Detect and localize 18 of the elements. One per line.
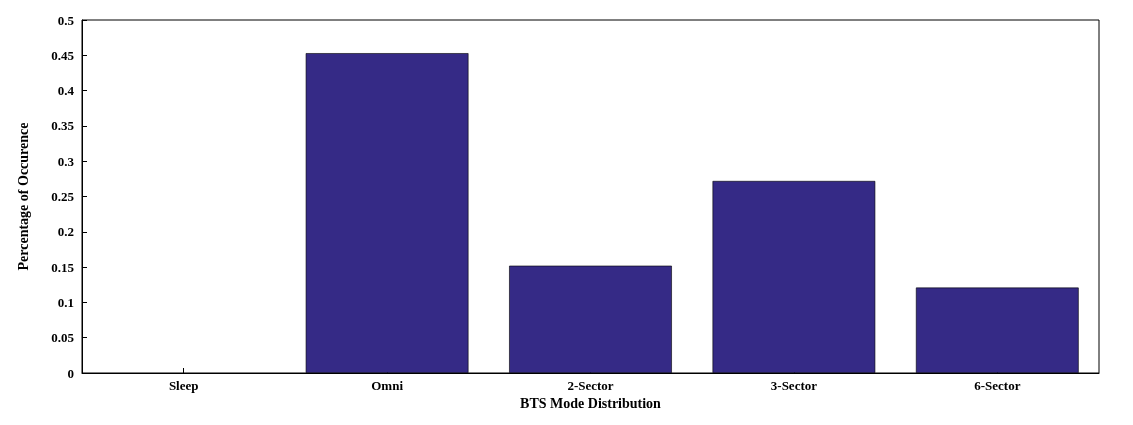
- y-tick-label: 0.05: [51, 330, 75, 346]
- x-tick-label: Omni: [371, 378, 404, 393]
- y-tick-label: 0.1: [57, 294, 74, 310]
- y-tick-label: 0.35: [51, 118, 75, 134]
- y-tick-label: 0.3: [57, 153, 75, 169]
- y-tick-label: 0.2: [57, 224, 74, 240]
- y-tick-label: 0: [67, 365, 74, 381]
- y-tick-label: 0.4: [57, 83, 75, 99]
- y-tick-label: 0.5: [57, 12, 75, 28]
- y-tick-label: 0.15: [51, 259, 75, 275]
- y-tick-label: 0.25: [51, 189, 75, 204]
- x-tick-label: Sleep: [168, 378, 199, 393]
- x-axis-title: BTS Mode Distribution: [520, 396, 662, 412]
- y-tick-label: 0.45: [51, 47, 75, 63]
- x-tick-label: 6-Sector: [974, 378, 1021, 393]
- x-tick-label: 2-Sector: [567, 378, 614, 393]
- y-axis-title: Percentage of Occurence: [15, 122, 31, 271]
- x-tick-label: 3-Sector: [770, 378, 818, 393]
